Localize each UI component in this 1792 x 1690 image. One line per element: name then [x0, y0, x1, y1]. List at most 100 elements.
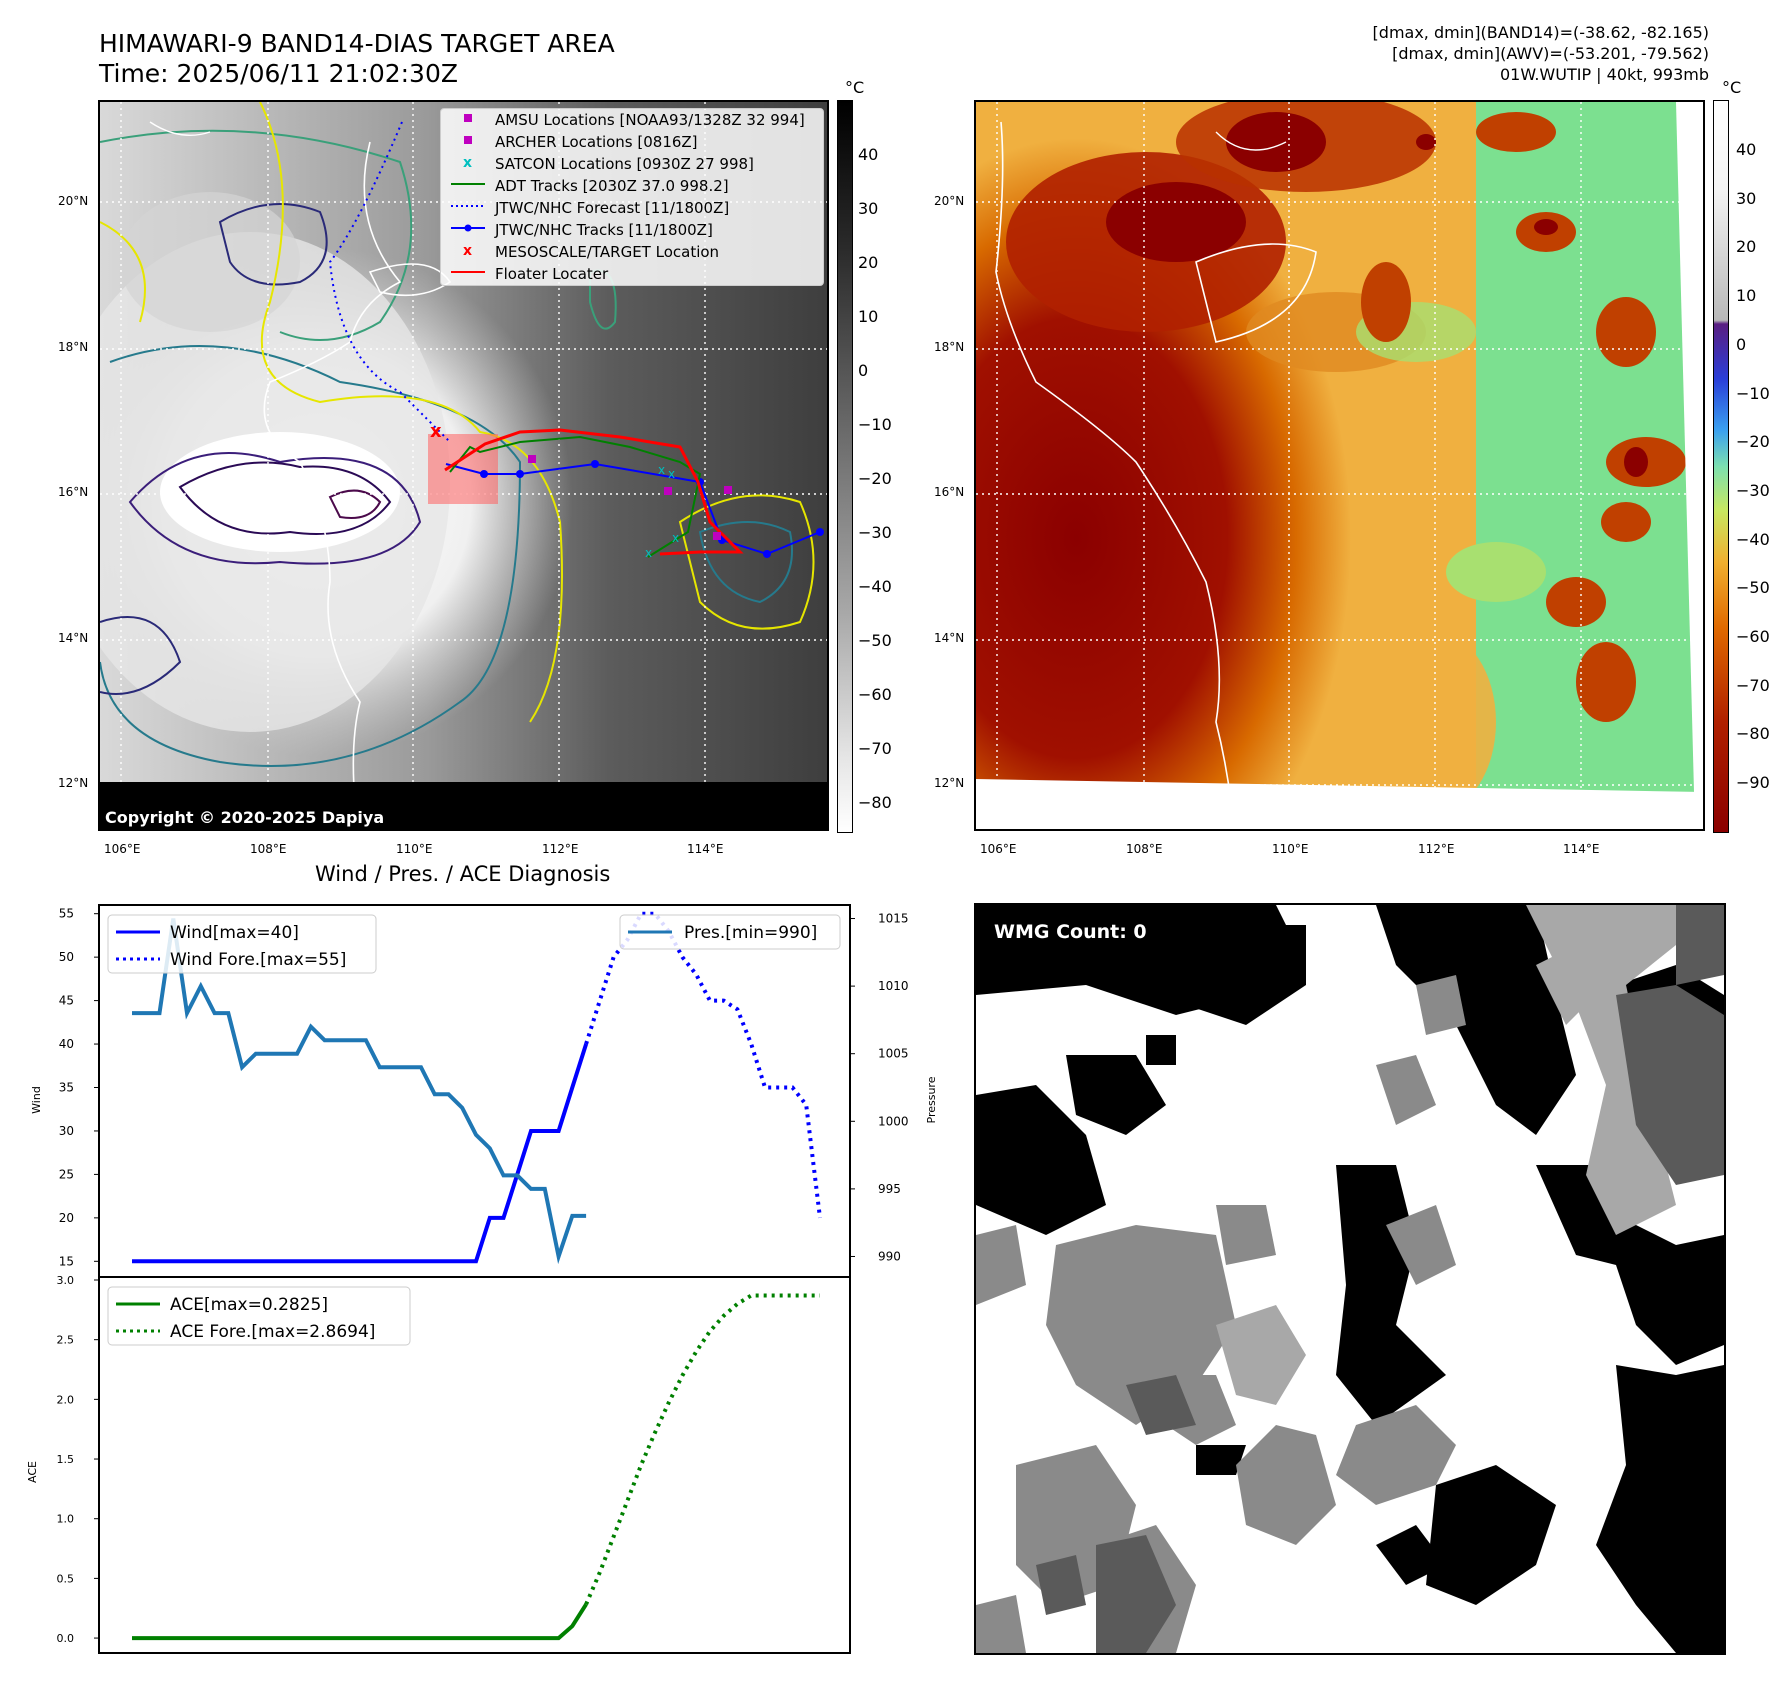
- colorbar-tick-label: 0: [1736, 334, 1747, 354]
- wmg-svg: [976, 905, 1724, 1653]
- ace-tick-label: 2.5: [57, 1334, 75, 1347]
- ace-tick-label: 0.5: [57, 1572, 75, 1585]
- lat-label: 14°N: [58, 631, 89, 645]
- wind-legend: Wind[max=40] Wind Fore.[max=55]: [107, 914, 377, 974]
- copyright-bar: [100, 782, 827, 829]
- colorbar-tick-label: 0: [858, 361, 869, 380]
- lat-label: 16°N: [934, 485, 965, 499]
- diagnosis-chart: Wind Pressure ACE 15 20 25 30 35 40 45 50 55 990…: [26, 904, 938, 1654]
- pressure-tick-label: 990: [878, 1249, 901, 1263]
- colorbar-tick-label: −70: [858, 739, 892, 758]
- colorbar-tick-label: −50: [1736, 578, 1770, 598]
- colorbar-tick-label: −60: [1736, 627, 1770, 646]
- figure-time: Time: 2025/06/11 21:02:30Z: [99, 59, 458, 88]
- legend-entry: x MESOSCALE/TARGET Location: [441, 241, 823, 263]
- wind-tick-label: 40: [59, 1037, 74, 1051]
- colorbar-tick-label: −10: [858, 415, 892, 434]
- wind-tick-label: 25: [59, 1167, 74, 1181]
- colorbar-tick-label: 30: [1736, 188, 1757, 208]
- colorbar-tick-label: −30: [858, 523, 892, 542]
- legend-label: ADT Tracks [2030Z 37.0 998.2]: [495, 177, 729, 195]
- lat-label: 20°N: [58, 194, 89, 208]
- ace-tick-label: 1.0: [57, 1513, 75, 1526]
- colorbar-tick-label: 10: [858, 307, 879, 326]
- colorbar-tick-label: −70: [1736, 675, 1770, 695]
- legend-label: SATCON Locations [0930Z 27 998]: [495, 155, 754, 173]
- lon-label: 108°E: [250, 842, 287, 856]
- left-colorbar-unit: °C: [845, 78, 865, 97]
- colorbar-tick-label: 40: [1736, 140, 1757, 159]
- colorbar-tick-label: −80: [858, 793, 892, 812]
- legend-ace: ACE[max=0.2825]: [170, 1295, 328, 1315]
- legend-entry: AMSU Locations [NOAA93/1328Z 32 994]: [441, 109, 823, 131]
- mesoscale-target-marker: x: [430, 421, 442, 442]
- diagnosis-title: Wind / Pres. / ACE Diagnosis: [315, 862, 611, 886]
- copyright-text: Copyright © 2020-2025 Dapiya: [105, 808, 385, 827]
- legend-marker-dotline-icon: [449, 221, 487, 239]
- svg-text:x: x: [645, 546, 652, 560]
- legend-marker-line-icon: [449, 265, 487, 283]
- lon-label: 114°E: [1563, 842, 1600, 856]
- colorbar-tick-label: −90: [1736, 773, 1770, 793]
- satcon-markers: x xxx: [645, 463, 679, 560]
- awv-nodata-bottom: [976, 779, 1703, 829]
- jtwc-forecast-track: [328, 121, 451, 443]
- legend-entry: JTWC/NHC Forecast [11/1800Z]: [441, 197, 823, 219]
- pressure-tick-label: 1005: [878, 1047, 909, 1061]
- legend-marker-x-icon: x: [449, 155, 487, 173]
- lon-label: 112°E: [1418, 842, 1455, 856]
- lat-label: 18°N: [934, 340, 965, 354]
- stats-awv: [dmax, dmin](AWV)=(-53.201, -79.562): [1392, 44, 1709, 63]
- lon-label: 106°E: [104, 842, 141, 856]
- colorbar-tick-label: −50: [858, 631, 892, 650]
- lat-label: 14°N: [934, 631, 965, 645]
- legend-label: JTWC/NHC Forecast [11/1800Z]: [495, 199, 730, 217]
- wmg-panel: WMG Count: 0: [974, 903, 1726, 1655]
- colorbar-tick-label: 20: [858, 253, 879, 272]
- legend-marker-x-icon: x: [449, 243, 487, 261]
- floater-locater-track: [444, 428, 744, 556]
- left-colorbar: [837, 100, 853, 833]
- pressure-ylabel: Pressure: [925, 1076, 938, 1123]
- pressure-tick-label: 1000: [878, 1114, 909, 1128]
- colorbar-tick-label: 10: [1736, 286, 1757, 306]
- stats-band14: [dmax, dmin](BAND14)=(-38.62, -82.165): [1372, 23, 1709, 42]
- ace-ylabel: ACE: [26, 1461, 39, 1483]
- wind-tick-label: 35: [59, 1081, 74, 1095]
- legend-label: ARCHER Locations [0816Z]: [495, 133, 698, 151]
- stats-block: [dmax, dmin](BAND14)=(-38.62, -82.165) […: [1373, 22, 1709, 85]
- svg-text:x: x: [658, 463, 665, 477]
- lon-label: 112°E: [542, 842, 579, 856]
- stats-storm: 01W.WUTIP | 40kt, 993mb: [1499, 65, 1709, 84]
- colorbar-tick-label: −60: [858, 685, 892, 704]
- ace-tick-label: 1.5: [57, 1453, 75, 1466]
- svg-text:x: x: [668, 467, 675, 481]
- legend-wind-fore: Wind Fore.[max=55]: [170, 950, 346, 970]
- colorbar-tick-label: 20: [1736, 237, 1757, 257]
- colorbar-tick-label: −30: [1736, 480, 1770, 500]
- wind-tick-label: 55: [59, 907, 74, 921]
- colorbar-tick-label: 40: [858, 145, 879, 164]
- legend-pressure: Pres.[min=990]: [684, 923, 817, 943]
- wind-tick-label: 45: [59, 994, 74, 1008]
- wind-tick-label: 30: [59, 1124, 74, 1138]
- pressure-tick-label: 995: [878, 1182, 901, 1196]
- lat-label: 20°N: [934, 194, 965, 208]
- right-colorbar-unit: °C: [1722, 78, 1742, 97]
- lon-label: 110°E: [1272, 842, 1309, 856]
- lat-label: 12°N: [58, 776, 89, 790]
- legend-entry: ADT Tracks [2030Z 37.0 998.2]: [441, 175, 823, 197]
- left-map-legend: AMSU Locations [NOAA93/1328Z 32 994] ARCH…: [440, 108, 824, 286]
- figure-title: HIMAWARI-9 BAND14-DIAS TARGET AREA: [99, 29, 615, 58]
- wmg-darkgray-regions: [1036, 905, 1724, 1653]
- amsu-archer-markers: [528, 455, 732, 540]
- ace-legend: ACE[max=0.2825] ACE Fore.[max=2.8694]: [107, 1286, 411, 1346]
- pressure-legend: Pres.[min=990]: [619, 914, 841, 950]
- jtwc-track: [445, 462, 821, 556]
- svg-text:x: x: [463, 243, 472, 257]
- legend-entry: JTWC/NHC Tracks [11/1800Z]: [441, 219, 823, 241]
- legend-label: JTWC/NHC Tracks [11/1800Z]: [495, 221, 713, 239]
- lat-label: 16°N: [58, 485, 89, 499]
- wind-forecast-series-line: [584, 911, 822, 1219]
